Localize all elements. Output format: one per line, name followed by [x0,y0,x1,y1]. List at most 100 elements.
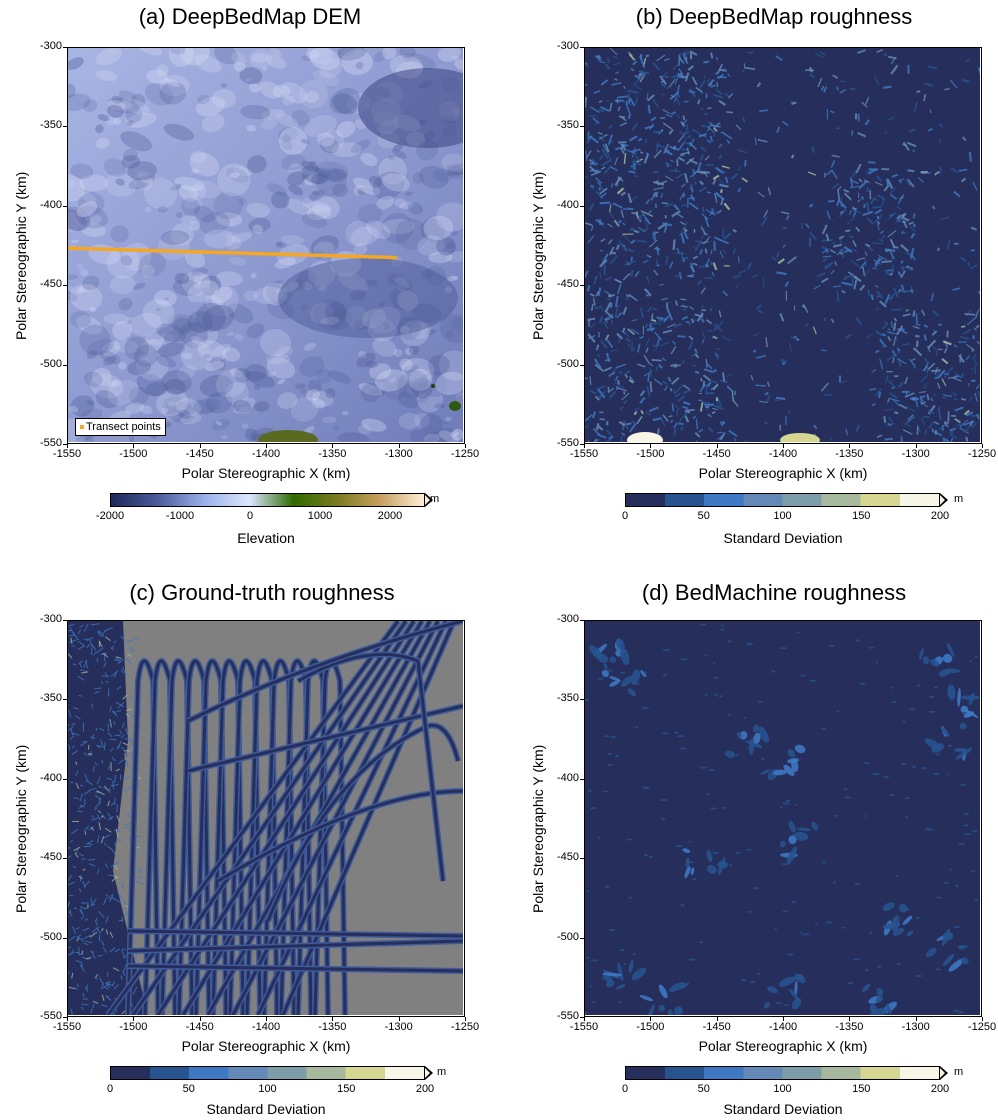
dem-texture [320,316,340,326]
roughness-streak [72,865,76,868]
dem-texture [68,57,84,70]
roughness-streak [820,349,827,352]
dem-texture [310,235,339,257]
dem-texture [300,138,310,144]
roughness-streak [953,344,958,348]
roughness-patch [942,653,953,663]
roughness-streak [960,372,964,379]
roughness-streak [656,315,663,322]
y-tick-mark [580,620,584,621]
roughness-streak [901,266,911,269]
dem-texture [369,306,401,334]
roughness-streak [691,76,698,86]
dem-texture [199,275,222,296]
roughness-streak [883,415,887,423]
roughness-streak [715,88,723,95]
dem-texture [233,61,246,72]
survey-line-core [187,621,463,723]
roughness-speck [749,981,756,984]
roughness-streak [620,143,627,151]
roughness-streak [77,645,85,650]
roughness-streak [752,349,757,354]
dem-texture [308,260,336,287]
roughness-streak [893,317,898,322]
dem-texture [190,150,207,164]
roughness-speck [971,829,978,832]
roughness-streak [113,640,117,644]
roughness-streak [109,894,114,902]
roughness-streak [912,310,916,317]
dem-texture [173,317,192,335]
roughness-streak [646,386,651,397]
roughness-streak [116,710,122,713]
roughness-streak [598,392,603,400]
roughness-streak [836,290,840,302]
dem-texture [337,432,370,442]
dem-texture [95,124,104,134]
roughness-streak [907,141,917,148]
roughness-streak [625,337,632,343]
dem-texture [246,155,267,174]
roughness-streak [663,385,669,392]
roughness-streak [715,193,719,198]
dem-texture [397,392,419,409]
roughness-patch [902,915,913,925]
dem-texture [187,280,219,303]
roughness-streak [68,639,78,643]
roughness-streak [660,93,665,96]
dem-texture [239,406,251,414]
y-tick-label: -550 [39,437,62,449]
dem-texture [243,290,259,302]
roughness-streak [662,122,673,130]
y-tick-label: -500 [39,357,62,370]
y-tick-mark [580,937,584,939]
roughness-streak [713,404,724,410]
roughness-streak [84,918,89,921]
dense-coverage [68,621,148,1015]
colorbar-tick-label: 0 [621,510,629,522]
roughness-speck [782,802,791,805]
roughness-streak [678,50,689,56]
roughness-streak [685,410,691,414]
roughness-patch [617,962,624,982]
roughness-streak [91,817,99,821]
dem-texture [144,333,166,346]
dem-texture [374,369,408,392]
roughness-speck [604,735,610,738]
roughness-speck [952,1009,959,1012]
roughness-streak [71,750,78,755]
dem-texture [417,235,445,256]
roughness-streak [590,106,600,113]
roughness-streak [69,627,75,636]
roughness-streak [897,440,902,442]
roughness-streak [682,308,687,311]
roughness-patch [885,1003,892,1015]
roughness-streak [604,334,610,341]
roughness-streak [108,738,117,741]
roughness-streak [622,234,631,242]
roughness-streak [621,116,627,122]
dem-texture [68,93,91,111]
roughness-patch [940,726,950,737]
roughness-streak [640,71,650,75]
roughness-streak [850,179,859,185]
roughness-streak [682,115,686,121]
roughness-streak [625,294,631,298]
roughness-streak [960,353,963,360]
dem-texture [287,171,306,186]
x-tick-label: -1250 [967,1021,997,1033]
legend-label: Transect points [86,421,161,433]
roughness-streak [619,406,624,411]
roughness-speck [642,707,650,710]
roughness-patch [609,676,621,682]
dem-texture [231,51,247,65]
roughness-streak [826,210,831,220]
dem-texture [224,232,238,239]
roughness-streak [92,1000,99,1004]
roughness-streak [849,185,859,189]
roughness-streak [647,104,651,114]
roughness-streak [618,370,623,374]
roughness-speck [588,789,592,792]
roughness-streak [754,137,757,146]
roughness-streak [627,113,632,119]
